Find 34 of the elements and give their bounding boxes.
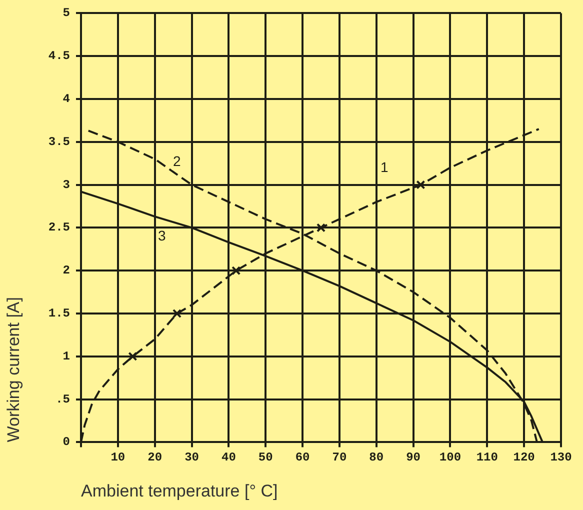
series-label: 3 (158, 227, 166, 244)
y-tick-label: 1 (62, 349, 70, 364)
x-tick-label: 10 (110, 450, 126, 464)
x-tick-label: 20 (148, 450, 162, 464)
point (128, 352, 138, 361)
x-tick-label: 40 (221, 450, 236, 464)
x-tick-label: 130 (550, 450, 572, 464)
point (316, 223, 326, 232)
x-tick-label: 70 (332, 450, 347, 464)
y-tick-label: 3 (62, 178, 70, 192)
y-tick-label: 3.5 (48, 134, 70, 149)
x-tick-label: 80 (369, 450, 384, 464)
y-tick-label: 2.5 (48, 220, 70, 235)
x-tick-label: 100 (439, 450, 462, 464)
x-tick-label: 120 (513, 450, 535, 464)
x-tick-label: 30 (184, 450, 199, 464)
y-tick-label: 0 (62, 435, 70, 450)
x-tick-label: 60 (295, 450, 310, 464)
x-tick-label: 110 (476, 450, 498, 464)
point (172, 308, 182, 318)
y-tick-label: 1.5 (48, 306, 70, 321)
series-label: 2 (172, 152, 181, 169)
y-tick-label: 2 (62, 264, 70, 278)
y-tick-label: .5 (56, 392, 70, 406)
x-tick-label: 90 (406, 450, 421, 464)
point (416, 180, 426, 190)
y-tick-label: 4 (62, 92, 70, 106)
series-label: 1 (380, 158, 388, 175)
y-tick-label: 4.5 (48, 49, 70, 64)
x-axis-title: Ambient temperature [° C] (81, 481, 278, 500)
y-axis-title: Working current [A] (4, 297, 23, 442)
point (232, 266, 241, 276)
y-tick-label: 5 (62, 6, 70, 20)
x-tick-label: 50 (258, 450, 273, 464)
